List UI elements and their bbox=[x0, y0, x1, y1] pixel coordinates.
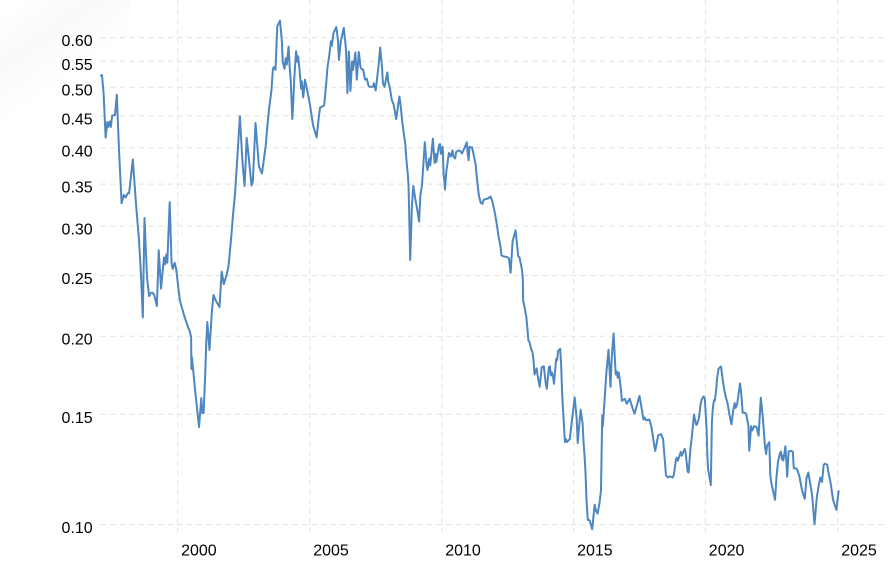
svg-text:0.50: 0.50 bbox=[62, 83, 93, 100]
svg-text:2005: 2005 bbox=[313, 542, 349, 559]
svg-text:0.45: 0.45 bbox=[62, 111, 93, 128]
svg-text:0.60: 0.60 bbox=[62, 33, 93, 50]
svg-text:0.35: 0.35 bbox=[62, 180, 93, 197]
svg-text:2025: 2025 bbox=[841, 542, 877, 559]
svg-text:2000: 2000 bbox=[181, 542, 217, 559]
svg-text:0.55: 0.55 bbox=[62, 57, 93, 74]
svg-text:0.10: 0.10 bbox=[62, 520, 93, 537]
svg-text:0.20: 0.20 bbox=[62, 332, 93, 349]
svg-text:2020: 2020 bbox=[709, 542, 745, 559]
svg-text:0.40: 0.40 bbox=[62, 143, 93, 160]
svg-text:2015: 2015 bbox=[577, 542, 613, 559]
svg-text:2010: 2010 bbox=[445, 542, 481, 559]
svg-text:0.30: 0.30 bbox=[62, 222, 93, 239]
svg-text:0.15: 0.15 bbox=[62, 410, 93, 427]
svg-text:0.25: 0.25 bbox=[62, 271, 93, 288]
